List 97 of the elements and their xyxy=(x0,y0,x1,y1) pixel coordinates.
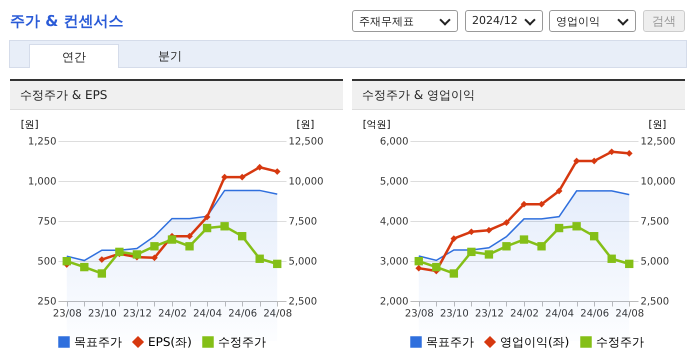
x-tick-label: 23/12 xyxy=(123,308,152,320)
point xyxy=(132,250,142,259)
point xyxy=(151,254,158,262)
point xyxy=(273,260,282,268)
y2-tick-label: 2,500 xyxy=(288,296,318,308)
point xyxy=(503,219,510,226)
y2-tick-label: 10,000 xyxy=(288,176,324,188)
point xyxy=(256,164,264,171)
point xyxy=(274,168,281,175)
legend-label: 수정주가 xyxy=(596,335,644,349)
point xyxy=(238,174,246,181)
x-tick-label: 23/10 xyxy=(88,308,117,320)
y-tick-label: 500 xyxy=(37,256,56,268)
text: 2024/12 xyxy=(465,10,543,32)
legend-label: EPS(좌) xyxy=(148,335,192,349)
y-tick-label: 1,250 xyxy=(28,136,56,148)
point xyxy=(556,188,562,194)
legend-label: 영업이익(좌) xyxy=(500,335,570,349)
x-tick-label: 24/08 xyxy=(615,308,644,320)
point xyxy=(468,228,475,236)
y-tick-label: 250 xyxy=(37,296,56,308)
y-tick-label: 3,000 xyxy=(380,256,408,268)
y2-axis-title: [원] xyxy=(648,120,666,130)
x-tick-label: 24/06 xyxy=(580,308,610,320)
x-tick-label: 23/10 xyxy=(440,308,469,320)
point xyxy=(608,254,616,263)
legend-label: 수정주가 xyxy=(218,335,266,349)
y-axis-title: [억원] xyxy=(362,120,391,130)
chart-title: 수정주가 & EPS xyxy=(10,81,343,110)
point xyxy=(62,256,71,266)
x-tick-label: 24/08 xyxy=(263,308,292,320)
x-tick-label: 23/12 xyxy=(475,308,504,320)
y-tick-label: 5,000 xyxy=(380,176,408,188)
point xyxy=(220,222,229,230)
point xyxy=(590,158,598,164)
y-axis-title: [원] xyxy=(20,120,39,130)
y2-tick-label: 5,000 xyxy=(640,256,670,268)
point xyxy=(502,242,511,250)
point xyxy=(168,235,176,244)
text: 주가 & 컨센서스 xyxy=(10,12,124,31)
legend-label: 목표주가 xyxy=(74,335,122,349)
point xyxy=(554,224,564,232)
point xyxy=(256,254,264,263)
x-tick-label: 23/08 xyxy=(52,308,82,320)
point xyxy=(625,260,634,268)
x-tick-label: 24/04 xyxy=(545,308,574,320)
x-tick-label: 24/04 xyxy=(193,308,222,320)
x-tick-label: 24/02 xyxy=(510,308,539,320)
point xyxy=(221,174,228,181)
y2-tick-label: 5,000 xyxy=(288,256,318,268)
point xyxy=(467,248,476,256)
point xyxy=(432,262,440,272)
point xyxy=(608,148,616,156)
point xyxy=(626,150,633,157)
y2-tick-label: 7,500 xyxy=(640,216,670,228)
y2-tick-label: 2,500 xyxy=(640,296,670,308)
point xyxy=(573,158,580,164)
y2-tick-label: 7,500 xyxy=(288,216,318,228)
text: 연간 xyxy=(29,44,119,68)
point xyxy=(98,256,106,263)
point xyxy=(238,232,246,240)
point xyxy=(486,226,492,234)
y-tick-label: 750 xyxy=(37,216,56,228)
point xyxy=(520,235,528,244)
text: 검색 xyxy=(643,10,685,32)
point xyxy=(204,214,210,220)
point xyxy=(80,262,88,272)
y2-axis-title: [원] xyxy=(296,120,314,130)
point xyxy=(450,269,458,278)
point xyxy=(450,235,458,242)
text: 주재무제표 xyxy=(352,10,458,32)
point xyxy=(590,232,598,240)
x-tick-label: 24/02 xyxy=(158,308,187,320)
point xyxy=(98,269,106,278)
point xyxy=(115,248,124,256)
text: 영업이익 xyxy=(549,10,636,32)
point xyxy=(484,250,494,259)
y-tick-label: 6,000 xyxy=(380,136,408,148)
y2-tick-label: 12,500 xyxy=(640,136,676,148)
point xyxy=(202,224,212,232)
y-tick-label: 1,000 xyxy=(28,176,56,188)
x-tick-label: 23/08 xyxy=(404,308,434,320)
point xyxy=(414,256,423,266)
y-tick-label: 4,000 xyxy=(380,216,408,228)
y2-tick-label: 12,500 xyxy=(288,136,324,148)
point xyxy=(185,242,194,250)
point xyxy=(537,242,546,250)
point xyxy=(415,264,422,272)
legend-label: 목표주가 xyxy=(426,335,474,349)
point xyxy=(150,242,159,250)
text: 분기 xyxy=(157,48,183,65)
x-tick-label: 24/06 xyxy=(228,308,258,320)
point xyxy=(520,200,528,208)
chart-title: 수정주가 & 영업이익 xyxy=(352,81,685,110)
y2-tick-label: 10,000 xyxy=(640,176,676,188)
y-tick-label: 2,000 xyxy=(380,296,408,308)
point xyxy=(572,222,581,230)
